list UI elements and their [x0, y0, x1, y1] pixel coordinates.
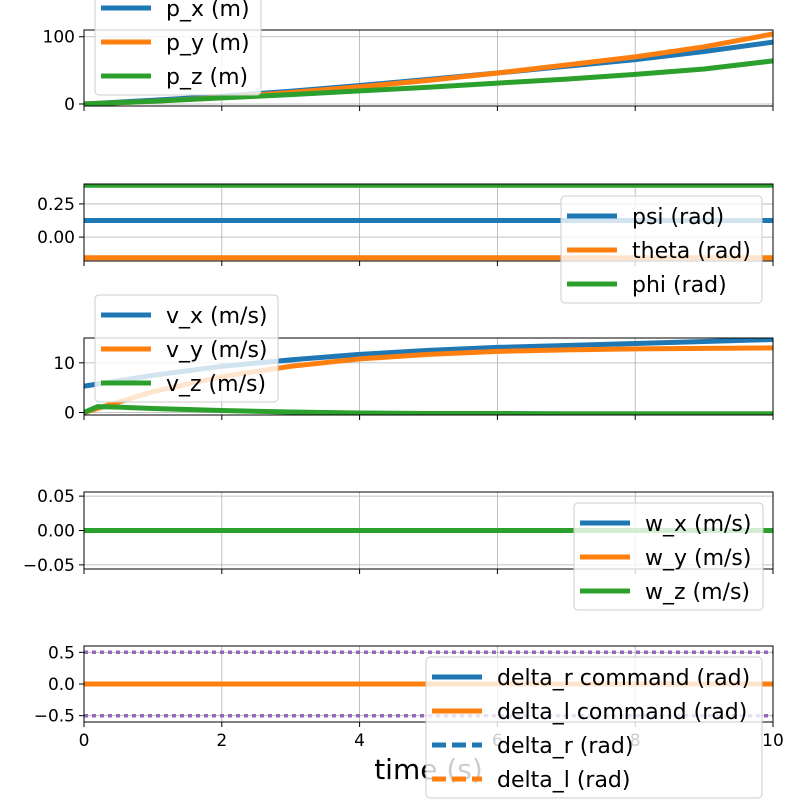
y-tick-label: 0.05 [37, 487, 75, 507]
legend-label: delta_r (rad) [497, 734, 633, 759]
legend-box [94, 294, 279, 403]
legend-label: delta_l command (rad) [497, 700, 747, 725]
legend-label: delta_l (rad) [497, 768, 630, 793]
legend-box [425, 656, 763, 799]
legend-label: w_y (m/s) [645, 546, 751, 571]
legend-label: v_y (m/s) [166, 338, 268, 363]
subplot-1: 0 100 p_x (m) p_y (m) p_z (m) [43, 0, 774, 115]
legend-label: w_z (m/s) [645, 580, 750, 605]
x-tick-label: 10 [762, 731, 784, 751]
legend-label: v_z (m/s) [166, 372, 266, 397]
legend: delta_r command (rad) delta_l command (ra… [425, 656, 763, 799]
y-tick-label: 0.0 [48, 675, 75, 695]
legend: v_x (m/s) v_y (m/s) v_z (m/s) [94, 294, 279, 403]
y-tick-label: 0 [64, 95, 75, 115]
legend-label: p_x (m) [166, 0, 250, 22]
legend: psi (rad) theta (rad) phi (rad) [560, 195, 763, 304]
axes-frame [83, 337, 774, 416]
series-line-v-z [84, 404, 773, 415]
subplot-3: 0 10 v_x (m/s) v_y (m/s) v_z (m/s) [53, 294, 774, 424]
y-tick-label: −0.05 [23, 556, 75, 576]
legend-label: phi (rad) [632, 273, 727, 298]
legend: p_x (m) p_y (m) p_z (m) [94, 0, 262, 96]
y-tick-label: −0.5 [34, 707, 75, 727]
axes-frame [83, 29, 774, 107]
legend-label: p_y (m) [166, 31, 250, 56]
legend-label: w_x (m/s) [645, 512, 751, 537]
subplot-4: 0.05 0.00 −0.05 w_x (m/s) w_y (m/s) w_z (m/s) [23, 487, 774, 611]
axes-frame [83, 491, 774, 570]
x-tick-label: 2 [216, 731, 227, 751]
series-line-p-z [84, 58, 773, 106]
axes-frame [83, 183, 774, 262]
legend-label: theta (rad) [632, 239, 751, 264]
legend-box [573, 502, 764, 611]
legend-label: psi (rad) [632, 205, 724, 230]
subplot-2: 0.25 0.00 psi (rad) theta (rad) phi (rad) [37, 183, 774, 304]
y-tick-label: 100 [43, 28, 75, 48]
legend: w_x (m/s) w_y (m/s) w_z (m/s) [573, 502, 764, 611]
x-tick-label: 4 [354, 731, 365, 751]
legend-box [560, 195, 763, 304]
y-tick-label: 0.00 [37, 228, 75, 248]
series-group [84, 31, 773, 106]
y-tick-label: 10 [53, 354, 75, 374]
legend-label: p_z (m) [166, 65, 248, 90]
y-tick-label: 0.5 [48, 643, 75, 663]
legend-label: v_x (m/s) [166, 304, 268, 329]
y-tick-label: 0.00 [37, 522, 75, 542]
x-tick-label: 0 [79, 731, 90, 751]
y-tick-label: 0 [64, 404, 75, 424]
y-tick-label: 0.25 [37, 195, 75, 215]
subplot-5: 0.50.0−0.50246810time (s)delta_r command… [34, 643, 784, 799]
legend-box [94, 0, 262, 96]
legend-label: delta_r command (rad) [497, 666, 750, 691]
